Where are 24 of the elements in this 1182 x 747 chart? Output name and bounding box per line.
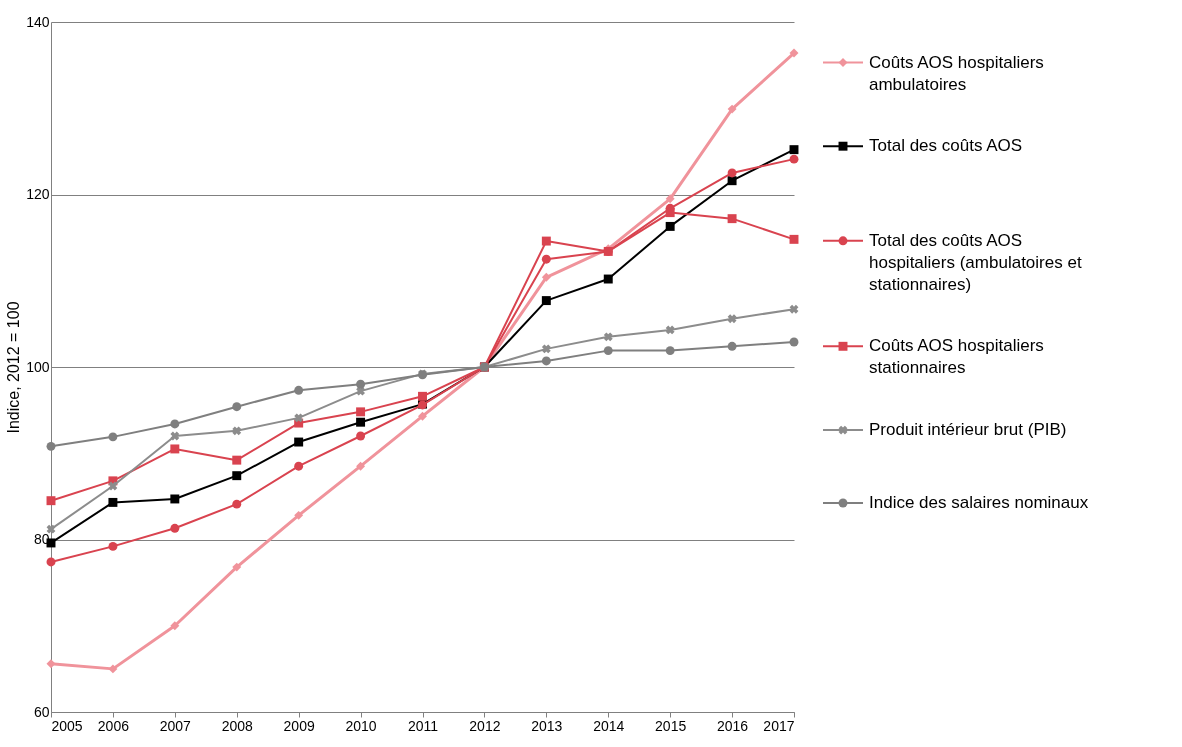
x-tick-label: 2009 <box>283 717 315 734</box>
x-tick-label: 2013 <box>531 717 563 734</box>
y-tick-label: 100 <box>26 358 50 375</box>
legend-label: Indice des salaires nominaux <box>869 493 1089 513</box>
x-tick-label: 2014 <box>593 717 625 734</box>
x-tick-label: 2011 <box>407 717 439 734</box>
legend-label: Coûts AOS hospitaliers ambulatoires <box>869 52 1044 94</box>
legend-label: Coûts AOS hospitaliers stationnaires <box>869 336 1044 378</box>
legend-label: Produit intérieur brut (PIB) <box>869 420 1067 440</box>
y-tick-label: 120 <box>26 186 50 202</box>
x-tick-label: 2012 <box>469 717 501 734</box>
x-tick-label: 2007 <box>159 717 192 734</box>
x-tick-label: 2015 <box>655 717 687 734</box>
legend-label: Total des coûts AOS <box>869 136 1023 156</box>
x-tick-label: 2010 <box>345 717 377 734</box>
y-axis-title: Indice, 2012 = 100 <box>5 301 23 434</box>
y-tick-label: 140 <box>26 13 50 30</box>
x-tick-label: 2005 <box>51 717 83 734</box>
legend-label: Total des coûts AOS hospitaliers (ambulatoires et stationnaires) <box>869 230 1082 294</box>
x-tick-label: 2008 <box>221 717 254 734</box>
x-tick-label: 2016 <box>717 717 749 734</box>
y-tick-label: 60 <box>33 703 50 720</box>
x-tick-label: 2006 <box>97 717 130 734</box>
x-tick-label: 2017 <box>763 717 795 734</box>
